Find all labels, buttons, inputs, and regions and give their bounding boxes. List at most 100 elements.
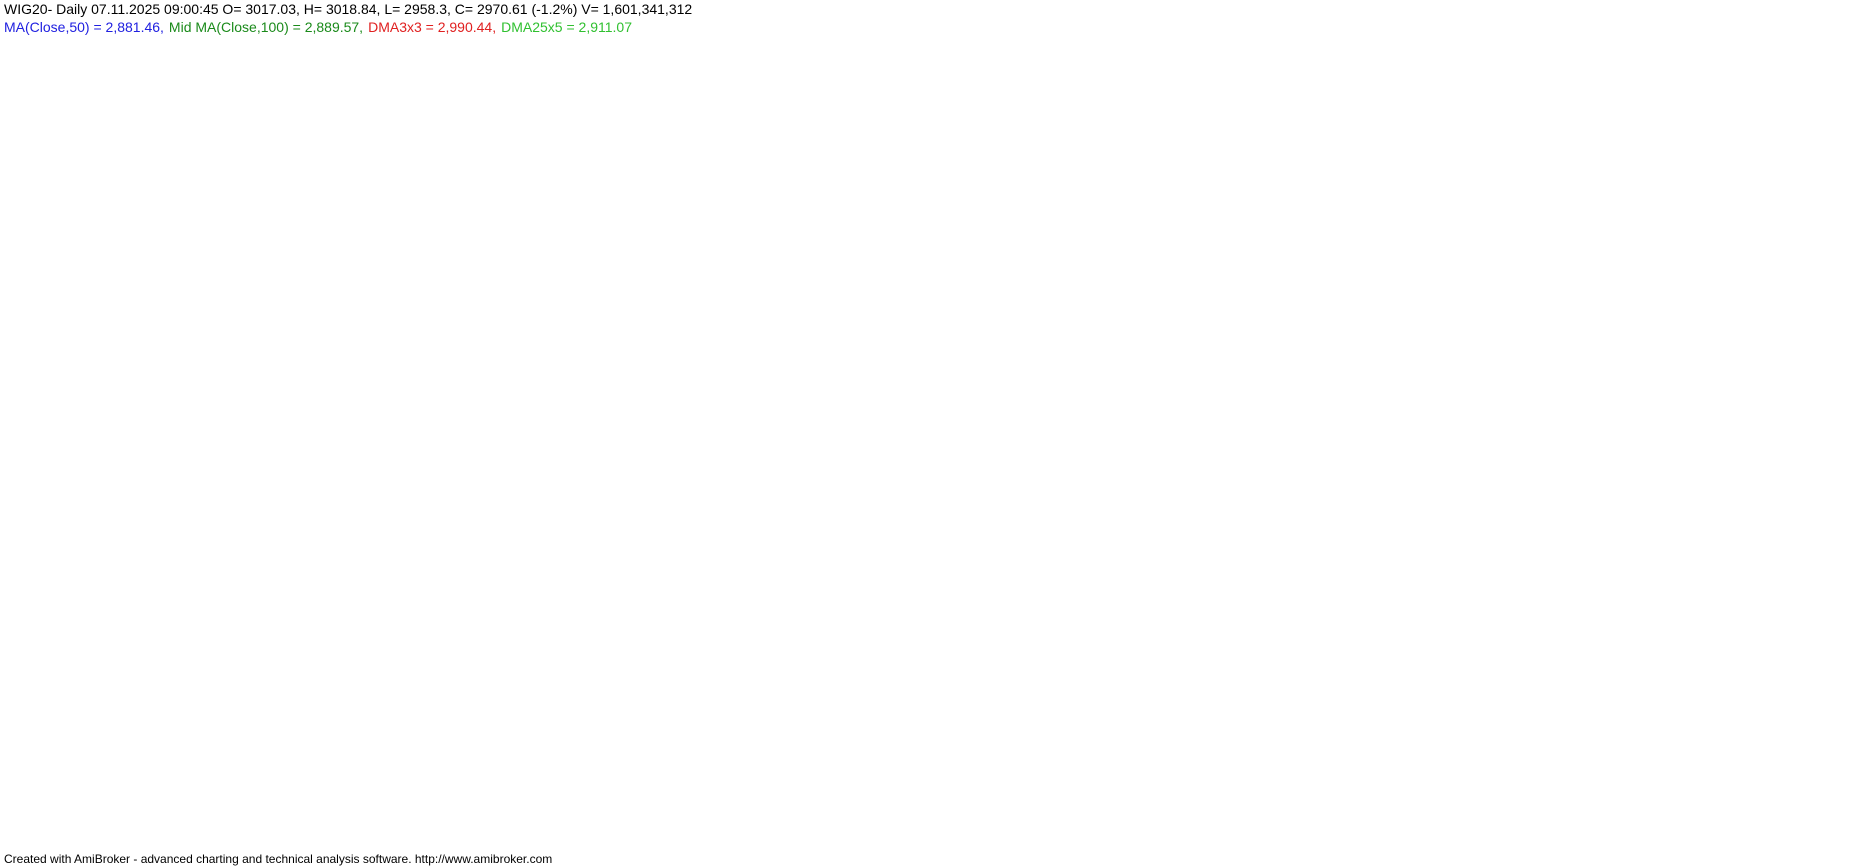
candle-body	[1448, 299, 1455, 310]
candle-body	[1288, 235, 1295, 274]
candle-body	[830, 336, 837, 374]
candle-body	[1368, 262, 1375, 274]
candle-body	[958, 290, 965, 328]
candle-body	[1328, 308, 1335, 328]
candle-body	[50, 757, 57, 768]
y-tick-label: 3,000	[1794, 126, 1829, 142]
candle-body	[749, 326, 756, 356]
candle-body	[428, 317, 435, 383]
candle-body	[637, 308, 644, 328]
candle-body	[1617, 162, 1624, 182]
candle-body	[203, 564, 210, 585]
candle-body	[685, 290, 692, 319]
candle-body	[1537, 244, 1544, 255]
candle-body	[998, 253, 1005, 283]
candle-body	[460, 326, 467, 347]
candle-body	[854, 363, 861, 383]
candle-body	[500, 464, 507, 621]
candle-body	[1087, 171, 1094, 182]
level-price: 2761.83	[1318, 354, 1369, 370]
x-tick-label: Nov	[1681, 835, 1706, 851]
candle-body	[870, 354, 877, 402]
y-tick-label: 2,550	[1794, 538, 1829, 554]
candle-body	[1521, 235, 1528, 246]
level-pct: 161.8%	[1214, 446, 1261, 462]
candle-body	[468, 345, 475, 356]
candle-body	[1255, 143, 1262, 173]
candle-body	[1095, 153, 1102, 182]
candle-body	[1247, 125, 1254, 145]
candle-body	[524, 564, 531, 640]
candle-body	[902, 372, 909, 411]
x-tick-label: Jul	[974, 835, 992, 851]
y-tick-label: 3,100	[1794, 34, 1829, 50]
candle-body	[669, 299, 676, 356]
candle-body	[211, 537, 218, 566]
candle-body	[315, 537, 322, 594]
candle-body	[18, 798, 25, 805]
symbol-line: WIG20- Daily 07.11.2025 09:00:45 O= 3017…	[4, 1, 693, 17]
candle-body	[58, 748, 65, 759]
footer: Created with AmiBroker - advanced charti…	[4, 852, 553, 866]
candle-body	[82, 725, 89, 740]
candle-body	[107, 702, 114, 708]
candle-body	[1384, 272, 1391, 292]
y-tick-label: 2,450	[1794, 629, 1829, 645]
candle-body	[147, 674, 154, 686]
candle-body	[1505, 262, 1512, 274]
candle-body	[1665, 116, 1672, 136]
candle-body	[1472, 281, 1479, 301]
candle-body	[1103, 153, 1110, 164]
candle-body	[1440, 299, 1447, 328]
candle-body	[1464, 290, 1471, 301]
candle-body	[1031, 253, 1037, 264]
level-pct: 100.0%	[1439, 206, 1486, 222]
candle-body	[372, 354, 379, 411]
candle-body	[299, 510, 306, 548]
zone	[1579, 163, 1710, 176]
candle-body	[219, 519, 226, 539]
candle-body	[444, 336, 451, 347]
indicator: Mid MA(Close,100) = 2,889.57,	[168, 19, 364, 35]
candle-body	[838, 372, 845, 393]
level-pct: 61.8%	[1029, 397, 1069, 413]
candle-body	[452, 326, 459, 347]
level-pct: 61.8%	[1166, 175, 1206, 191]
y-tick-label: 2,700	[1794, 401, 1829, 417]
candle-body	[179, 647, 186, 667]
candle-body	[364, 409, 371, 447]
candle-body	[982, 244, 989, 264]
candle-body	[613, 336, 620, 356]
level-pct: 100.0%	[1214, 354, 1261, 370]
candle-body	[324, 500, 330, 539]
y-tick-label: 2,600	[1794, 492, 1829, 508]
candle-body	[420, 363, 427, 383]
level-price: 2957.05	[1101, 175, 1152, 191]
candle-body	[1529, 235, 1536, 255]
candle-body	[757, 336, 764, 356]
candle-body	[243, 482, 250, 502]
level-pct: 61.8%	[81, 716, 121, 732]
candle-body	[227, 491, 234, 521]
level-price: 2923.58	[1607, 206, 1658, 222]
candle-body	[1545, 244, 1552, 274]
candle-body	[348, 491, 355, 539]
candle-body	[1424, 308, 1431, 319]
candle-body	[806, 262, 813, 328]
candle-body	[1006, 226, 1013, 255]
price-tag-box	[1788, 146, 1854, 163]
candle-body	[1014, 226, 1021, 237]
candle-body	[741, 308, 748, 328]
candle-body	[1063, 207, 1070, 219]
candle-body	[307, 546, 314, 594]
x-tick-label: Jun	[813, 835, 836, 851]
candle-body	[1039, 244, 1046, 255]
x-tick-label: Sep	[1319, 835, 1344, 851]
level-price: 2969.58	[1695, 164, 1746, 180]
candle-body	[404, 326, 411, 347]
x-tick-label: Feb	[162, 835, 186, 851]
candle-body	[171, 656, 178, 667]
candle-body	[597, 381, 604, 411]
candle-body	[1352, 262, 1359, 283]
